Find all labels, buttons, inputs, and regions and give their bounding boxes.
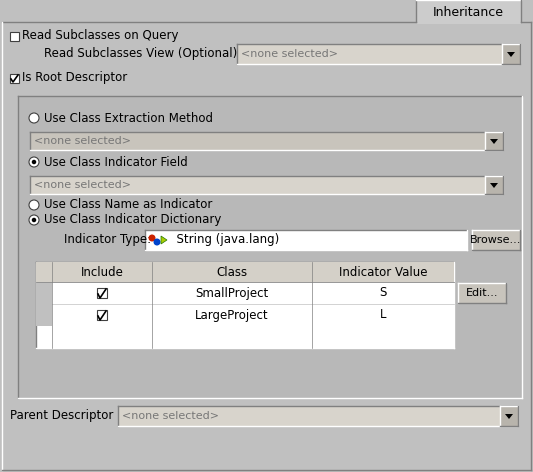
Text: <none selected>: <none selected> [241, 49, 338, 59]
Text: Use Class Indicator Dictionary: Use Class Indicator Dictionary [44, 213, 221, 227]
Text: <none selected>: <none selected> [122, 411, 219, 421]
Bar [36, 262, 454, 348]
Bar [97, 310, 107, 320]
Circle shape [32, 160, 36, 164]
Circle shape [29, 157, 39, 167]
Bar [36, 262, 454, 282]
Text: SmallProject: SmallProject [196, 287, 269, 300]
Bar [485, 132, 503, 150]
Circle shape [29, 215, 39, 225]
Text: Include: Include [80, 265, 124, 278]
Text: Parent Descriptor: Parent Descriptor [10, 410, 114, 422]
Bar [36, 304, 52, 326]
Text: String (java.lang): String (java.lang) [169, 234, 279, 246]
Bar [458, 283, 506, 303]
Circle shape [29, 113, 39, 123]
Bar [10, 32, 19, 41]
Text: <none selected>: <none selected> [34, 136, 131, 146]
Bar [416, 0, 521, 24]
Bar [30, 176, 503, 194]
Polygon shape [161, 236, 167, 244]
Bar [485, 176, 503, 194]
Text: Read Subclasses on Query: Read Subclasses on Query [22, 29, 179, 42]
Circle shape [149, 235, 156, 242]
Text: Indicator Value: Indicator Value [339, 265, 427, 278]
Polygon shape [505, 414, 513, 419]
Text: Use Class Indicator Field: Use Class Indicator Field [44, 155, 188, 169]
Polygon shape [507, 52, 515, 57]
Bar [500, 406, 518, 426]
Text: Read Subclasses View (Optional): Read Subclasses View (Optional) [44, 48, 237, 60]
Text: Browse...: Browse... [470, 235, 522, 245]
Bar [30, 132, 503, 150]
Polygon shape [490, 183, 498, 188]
Text: Inheritance: Inheritance [432, 6, 504, 18]
Text: LargeProject: LargeProject [195, 309, 269, 321]
Bar [97, 288, 107, 298]
Polygon shape [490, 139, 498, 144]
Bar [502, 44, 520, 64]
Text: Edit...: Edit... [466, 288, 498, 298]
Text: Use Class Extraction Method: Use Class Extraction Method [44, 111, 213, 125]
Text: Is Root Descriptor: Is Root Descriptor [22, 71, 127, 84]
Text: L: L [379, 309, 386, 321]
Text: <none selected>: <none selected> [34, 180, 131, 190]
Text: Use Class Name as Indicator: Use Class Name as Indicator [44, 199, 212, 211]
Bar [237, 44, 520, 64]
Circle shape [29, 200, 39, 210]
Bar [10, 74, 19, 83]
Bar [36, 282, 52, 304]
Bar [118, 406, 518, 426]
Bar [145, 230, 467, 250]
Text: S: S [379, 287, 386, 300]
Circle shape [32, 218, 36, 222]
Text: Indicator Type:: Indicator Type: [64, 234, 151, 246]
Circle shape [154, 238, 160, 245]
Text: Class: Class [216, 265, 247, 278]
Bar [472, 230, 520, 250]
Bar [18, 96, 522, 398]
